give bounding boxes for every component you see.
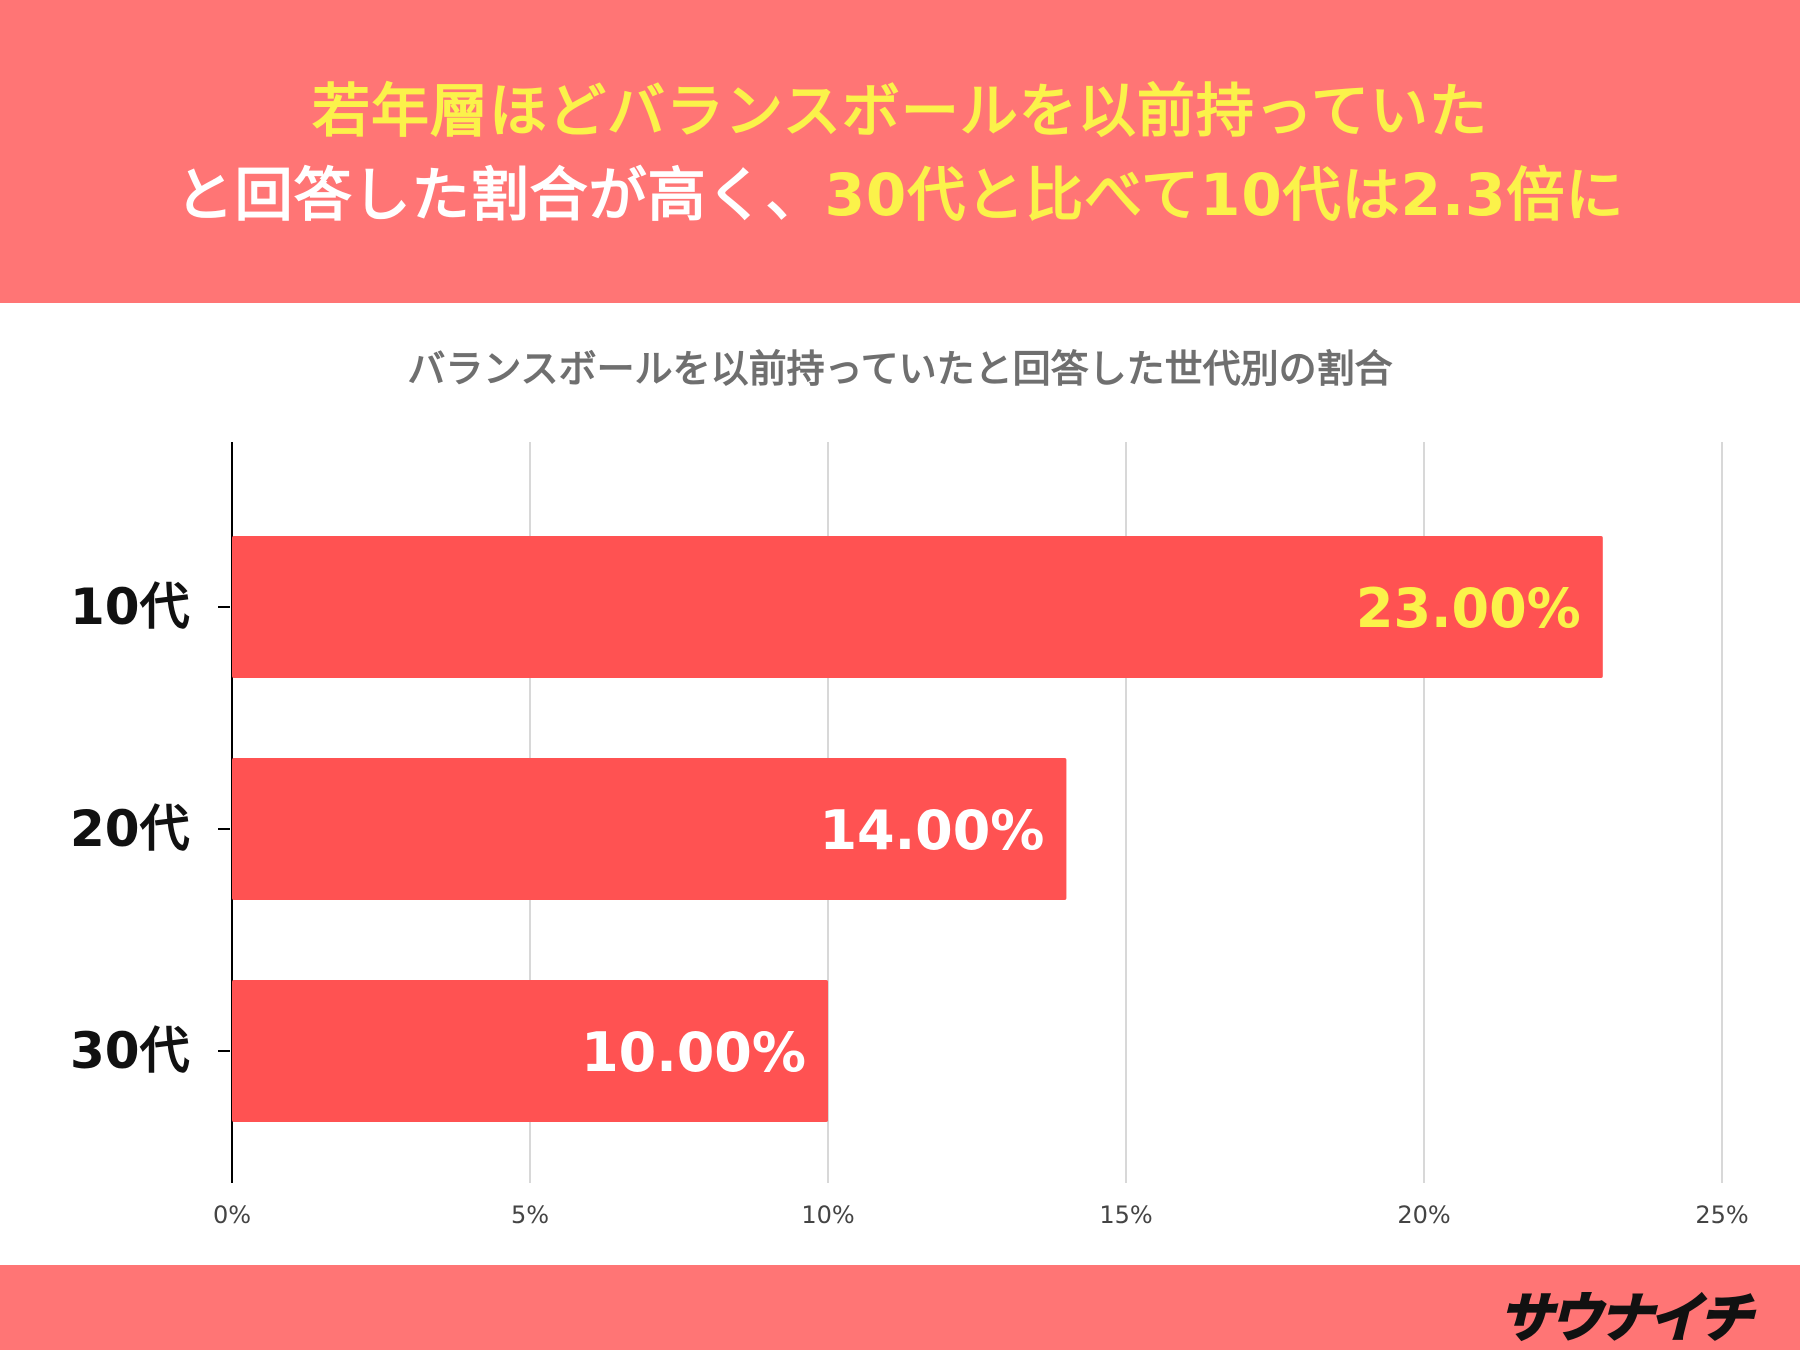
- headline-line-1: 若年層ほどバランスボールを以前持っていた: [0, 76, 1800, 146]
- x-tick-label: 20%: [1397, 1201, 1450, 1229]
- brand-logo: サウナイチ: [1498, 1272, 1753, 1350]
- headline-line-2-part-1: と回答した割合が高く、: [175, 161, 825, 229]
- bar: [232, 536, 1603, 678]
- x-tick-label: 10%: [801, 1201, 854, 1229]
- data-label: 10.00%: [581, 1021, 806, 1084]
- x-tick-label: 25%: [1695, 1201, 1748, 1229]
- category-label: 30代: [70, 1022, 190, 1080]
- data-label: 14.00%: [819, 799, 1044, 862]
- bar: [232, 758, 1067, 900]
- x-tick-label: 5%: [511, 1201, 549, 1229]
- bar: [232, 980, 828, 1122]
- category-label: 10代: [70, 578, 190, 636]
- data-label: 23.00%: [1356, 577, 1581, 640]
- brand-logo-text: サウナイチ: [1498, 1288, 1753, 1350]
- chart-title: バランスボールを以前持っていたと回答した世代別の割合: [407, 347, 1393, 391]
- headline-line-2: と回答した割合が高く、30代と比べて10代は2.3倍に: [0, 160, 1800, 230]
- category-label: 20代: [70, 800, 190, 858]
- footer-band: [0, 1265, 1800, 1350]
- headline-line-1-text: 若年層ほどバランスボールを以前持っていた: [312, 77, 1488, 145]
- x-tick-label: 15%: [1099, 1201, 1152, 1229]
- x-tick-label: 0%: [213, 1201, 251, 1229]
- bar-chart: 0% 5% 10% 15% 20% 25% 10代 23.00% 20代 14.00% 30代 10.…: [70, 442, 1749, 1229]
- headline-line-2-part-2: 30代と比べて10代は2.3倍に: [824, 161, 1625, 229]
- header-band: [0, 0, 1800, 303]
